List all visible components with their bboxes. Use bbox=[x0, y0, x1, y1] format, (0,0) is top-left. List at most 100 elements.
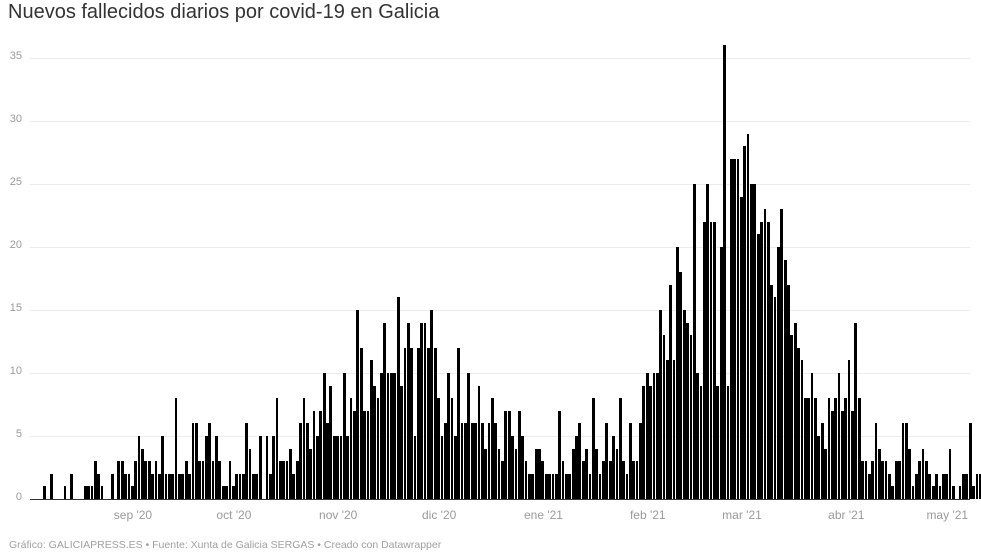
bar bbox=[760, 221, 763, 499]
bar bbox=[632, 461, 636, 499]
bar bbox=[659, 310, 662, 499]
bar bbox=[918, 461, 922, 499]
gridline bbox=[30, 247, 970, 248]
bar bbox=[117, 461, 121, 499]
gridline bbox=[30, 121, 970, 122]
bar bbox=[346, 436, 350, 499]
bar bbox=[491, 398, 494, 499]
bar bbox=[245, 423, 249, 499]
bar bbox=[763, 209, 767, 499]
bar bbox=[837, 373, 841, 499]
bar bbox=[588, 473, 592, 499]
bar bbox=[635, 461, 639, 499]
bar bbox=[753, 184, 757, 499]
bar bbox=[965, 473, 969, 499]
bar bbox=[524, 461, 528, 499]
bar bbox=[208, 423, 212, 499]
bar bbox=[225, 486, 228, 499]
bar bbox=[827, 398, 831, 499]
bar bbox=[901, 423, 905, 499]
bar bbox=[178, 473, 181, 499]
bar bbox=[437, 398, 440, 499]
bar bbox=[480, 423, 484, 499]
bar bbox=[215, 436, 218, 499]
bar bbox=[824, 448, 827, 499]
bar bbox=[50, 473, 53, 499]
bar bbox=[376, 398, 380, 499]
bar bbox=[541, 461, 545, 499]
bar bbox=[807, 398, 811, 499]
bar bbox=[528, 473, 531, 499]
bar bbox=[201, 461, 205, 499]
gridline bbox=[30, 58, 970, 59]
y-tick-label: 20 bbox=[9, 239, 22, 251]
bar bbox=[322, 373, 326, 499]
bar bbox=[299, 423, 302, 499]
x-tick-label: ene '21 bbox=[523, 508, 563, 522]
bar bbox=[235, 473, 238, 499]
bar bbox=[928, 473, 932, 499]
bar bbox=[258, 436, 262, 499]
bar bbox=[783, 259, 787, 499]
bar bbox=[339, 436, 343, 499]
bar bbox=[279, 461, 282, 499]
bar bbox=[719, 247, 723, 499]
bar bbox=[181, 473, 185, 499]
gridline bbox=[30, 310, 970, 311]
bar bbox=[733, 158, 737, 499]
bar bbox=[289, 448, 292, 499]
bar bbox=[295, 461, 299, 499]
bar bbox=[665, 360, 669, 499]
x-tick-label: abr '21 bbox=[828, 508, 865, 522]
bar bbox=[740, 196, 743, 499]
bar bbox=[830, 410, 834, 499]
bar bbox=[329, 385, 333, 499]
bar bbox=[531, 473, 535, 499]
bar bbox=[188, 473, 191, 499]
bar bbox=[494, 423, 498, 499]
bar bbox=[221, 486, 225, 499]
bar bbox=[154, 461, 158, 499]
bar bbox=[255, 473, 259, 499]
bar bbox=[93, 461, 97, 499]
bar bbox=[780, 209, 784, 499]
bar bbox=[453, 436, 457, 499]
bar bbox=[268, 473, 272, 499]
bar bbox=[373, 385, 376, 499]
bar bbox=[834, 398, 837, 499]
bar bbox=[622, 461, 625, 499]
bar bbox=[581, 461, 585, 499]
bar bbox=[252, 473, 255, 499]
bar bbox=[591, 398, 595, 499]
bar bbox=[457, 347, 461, 499]
bar bbox=[353, 410, 356, 499]
bar bbox=[416, 347, 420, 499]
bar bbox=[228, 461, 232, 499]
bar bbox=[265, 436, 269, 499]
bar bbox=[336, 436, 339, 499]
bar bbox=[746, 133, 750, 499]
bar bbox=[204, 436, 208, 499]
bar bbox=[359, 347, 363, 499]
bar bbox=[803, 398, 807, 499]
bar bbox=[649, 385, 652, 499]
bar bbox=[723, 45, 726, 499]
bar bbox=[941, 473, 945, 499]
bar bbox=[672, 360, 676, 499]
bar bbox=[743, 146, 747, 499]
bar bbox=[410, 347, 413, 499]
bar bbox=[884, 461, 888, 499]
bar bbox=[770, 284, 774, 499]
bar bbox=[198, 461, 201, 499]
bar bbox=[548, 473, 551, 499]
bar bbox=[847, 360, 851, 499]
y-tick-label: 5 bbox=[15, 428, 22, 440]
bar bbox=[386, 373, 390, 499]
bar bbox=[585, 448, 588, 499]
bar bbox=[484, 448, 488, 499]
bar bbox=[430, 310, 434, 499]
bar bbox=[642, 385, 646, 499]
bar bbox=[820, 423, 824, 499]
